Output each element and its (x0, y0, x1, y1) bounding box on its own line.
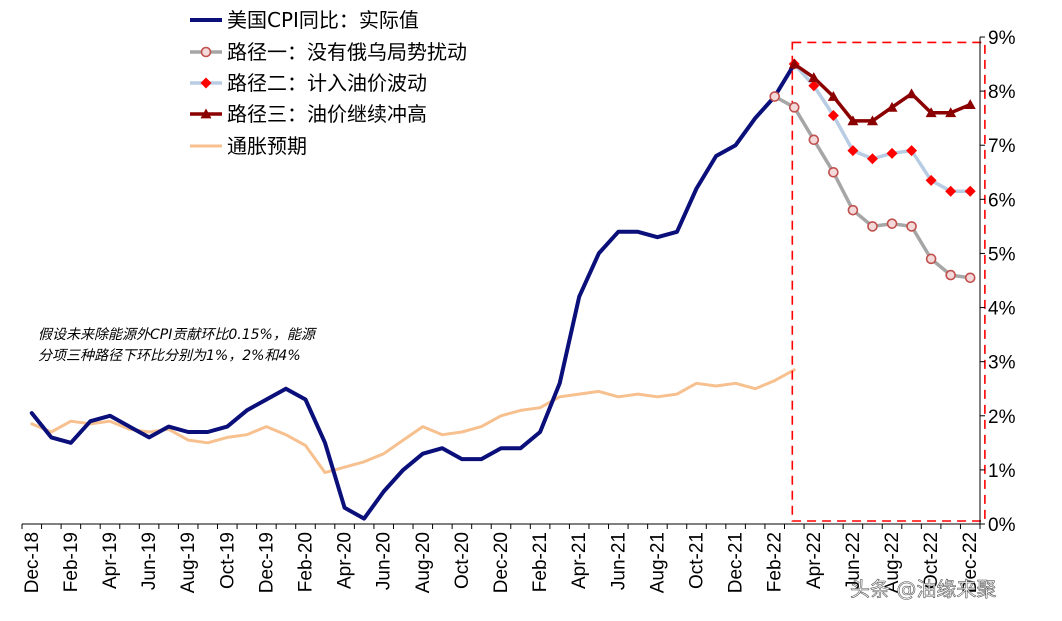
x-tick-label: Jun-21 (608, 532, 629, 590)
legend-item-2: 路径二：计入油价波动 (190, 71, 427, 95)
x-tick-label: Oct-21 (687, 532, 708, 589)
y-tick-label: 7% (988, 136, 1016, 157)
series-2-point (964, 185, 976, 197)
series-3-point (808, 72, 820, 82)
legend-label: 路径三：油价继续冲高 (227, 102, 427, 126)
series-1-point (906, 221, 917, 232)
legend-label: 通胀预期 (227, 134, 307, 158)
y-tick-label: 8% (988, 82, 1016, 103)
x-tick-label: Oct-19 (217, 532, 238, 589)
series-1-point (867, 221, 878, 232)
series-3-point (827, 91, 839, 101)
legend-item-1: 路径一：没有俄乌局势扰动 (190, 40, 467, 64)
legend-item-4: 通胀预期 (190, 134, 307, 158)
series-3-point (788, 58, 800, 69)
x-tick-label: Jun-20 (374, 532, 395, 590)
series-3-line (792, 62, 972, 123)
x-tick-label: Dec-22 (960, 532, 981, 593)
series-1-point (964, 272, 976, 284)
x-tick-label: Feb-21 (530, 532, 551, 592)
x-tick-label: Dec-19 (256, 532, 277, 593)
legend-item-3: 路径三：油价继续冲高 (190, 102, 427, 126)
series-1-point (828, 166, 839, 178)
series-3-point (925, 107, 937, 118)
series-1-point (847, 204, 859, 216)
note-line: 假设未来除能源外CPI贡献环比0.15%，能源 (38, 327, 318, 343)
series-3-point (906, 88, 918, 99)
y-tick-label: 5% (988, 244, 1016, 265)
y-tick-label: 9% (988, 28, 1016, 49)
series-3-point (866, 115, 878, 126)
x-tick-label: Aug-19 (178, 532, 199, 593)
series-1-point (886, 218, 898, 229)
x-tick-label: Dec-18 (22, 532, 43, 593)
series-2-point (945, 185, 957, 197)
x-tick-label: Dec-20 (491, 532, 512, 593)
legend: 美国CPI同比：实际值路径一：没有俄乌局势扰动路径二：计入油价波动路径三：油价继… (190, 8, 467, 158)
x-tick-label: Oct-20 (452, 532, 473, 589)
x-tick-label: Apr-20 (335, 532, 356, 589)
series-2-point (866, 153, 878, 165)
series-2-point (847, 145, 859, 157)
series-2-point (827, 109, 839, 121)
series-2-point (906, 145, 918, 157)
x-tick-label: Feb-20 (295, 532, 316, 592)
y-tick-label: 6% (988, 190, 1016, 211)
legend-label: 美国CPI同比：实际值 (227, 8, 419, 32)
x-tick-label: Aug-20 (413, 532, 434, 593)
series-3-point (945, 107, 957, 118)
x-tick-label: Apr-19 (100, 532, 121, 589)
series-1-point (788, 102, 800, 113)
series-1-point (945, 269, 956, 281)
legend-marker (200, 108, 212, 119)
x-tick-label: Aug-22 (882, 532, 903, 593)
y-tick-label: 1% (988, 461, 1016, 482)
x-tick-label: Apr-22 (804, 532, 825, 589)
watermark: 头条 @油缘来聚 (850, 577, 997, 602)
series-2-line (792, 62, 972, 193)
series-3-point (847, 115, 859, 126)
watermark-text: 头条 @油缘来聚 (850, 577, 996, 601)
y-tick-label: 3% (988, 353, 1016, 374)
series-1-point (925, 253, 937, 265)
forecast-box (791, 41, 986, 522)
y-tick-label: 4% (988, 299, 1016, 320)
series-2-point (925, 174, 937, 186)
axes: Dec-18 Feb-19 Apr-19 Jun-19 Aug-19 Oct-19 Dec-… (21, 28, 1016, 593)
x-tick-label: Feb-19 (61, 532, 82, 592)
series-1-point (808, 134, 820, 146)
legend-marker (200, 46, 212, 58)
x-tick-label: Aug-21 (647, 532, 668, 593)
x-tick-label: Oct-22 (921, 532, 942, 589)
series-2-point (886, 147, 898, 159)
series-3-point (964, 99, 976, 110)
series-markers (769, 58, 976, 284)
x-tick-label: Feb-22 (765, 532, 786, 592)
x-tick-label: Jun-22 (843, 532, 864, 590)
legend-label: 路径二：计入油价波动 (227, 71, 427, 95)
x-tick-label: Apr-21 (569, 532, 590, 589)
series-4-line (30, 368, 796, 475)
series-3-point (886, 101, 898, 112)
series-1-point (769, 91, 781, 102)
legend-item-0: 美国CPI同比：实际值 (190, 8, 419, 32)
forecast-dashed-box (791, 41, 986, 522)
y-tick-label: 0% (988, 515, 1016, 536)
note-line: 分项三种路径下环比分别为1%，2%和4% (38, 348, 301, 364)
legend-marker (200, 77, 212, 89)
series-0-line (29, 62, 797, 521)
x-tick-label: Dec-21 (726, 532, 747, 593)
assumption-note: 假设未来除能源外CPI贡献环比0.15%，能源分项三种路径下环比分别为1%，2%… (38, 327, 318, 364)
series-lines (29, 62, 972, 521)
series-2-point (808, 80, 820, 92)
y-tick-label: 2% (988, 407, 1016, 428)
legend-label: 路径一：没有俄乌局势扰动 (227, 40, 467, 64)
x-tick-label: Jun-19 (139, 532, 160, 590)
